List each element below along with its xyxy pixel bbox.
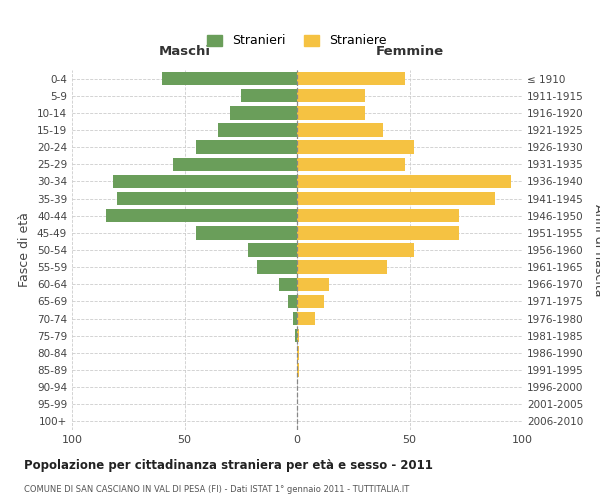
- Bar: [106, 209, 297, 222]
- Bar: [297, 158, 405, 171]
- Bar: [196, 226, 297, 239]
- Bar: [248, 244, 297, 256]
- Bar: [297, 260, 387, 274]
- Bar: [297, 346, 299, 360]
- Bar: [297, 72, 405, 86]
- Bar: [257, 260, 297, 274]
- Y-axis label: Fasce di età: Fasce di età: [19, 212, 31, 288]
- Bar: [218, 124, 297, 136]
- Text: COMUNE DI SAN CASCIANO IN VAL DI PESA (FI) - Dati ISTAT 1° gennaio 2011 - TUTTIT: COMUNE DI SAN CASCIANO IN VAL DI PESA (F…: [24, 485, 409, 494]
- Text: Maschi: Maschi: [158, 45, 211, 58]
- Bar: [196, 140, 297, 154]
- Bar: [297, 364, 299, 376]
- Bar: [117, 192, 297, 205]
- Bar: [297, 174, 511, 188]
- Bar: [295, 329, 297, 342]
- Bar: [297, 226, 459, 239]
- Bar: [297, 124, 383, 136]
- Bar: [297, 278, 329, 291]
- Bar: [241, 89, 297, 102]
- Bar: [297, 192, 495, 205]
- Bar: [162, 72, 297, 86]
- Text: Femmine: Femmine: [376, 45, 443, 58]
- Bar: [297, 140, 414, 154]
- Y-axis label: Anni di nascita: Anni di nascita: [592, 204, 600, 296]
- Legend: Stranieri, Straniere: Stranieri, Straniere: [202, 30, 392, 52]
- Bar: [297, 89, 365, 102]
- Bar: [173, 158, 297, 171]
- Bar: [297, 244, 414, 256]
- Bar: [297, 329, 299, 342]
- Bar: [297, 209, 459, 222]
- Bar: [297, 312, 315, 326]
- Text: Popolazione per cittadinanza straniera per età e sesso - 2011: Popolazione per cittadinanza straniera p…: [24, 460, 433, 472]
- Bar: [229, 106, 297, 120]
- Bar: [288, 294, 297, 308]
- Bar: [293, 312, 297, 326]
- Bar: [297, 294, 324, 308]
- Bar: [297, 106, 365, 120]
- Bar: [279, 278, 297, 291]
- Bar: [113, 174, 297, 188]
